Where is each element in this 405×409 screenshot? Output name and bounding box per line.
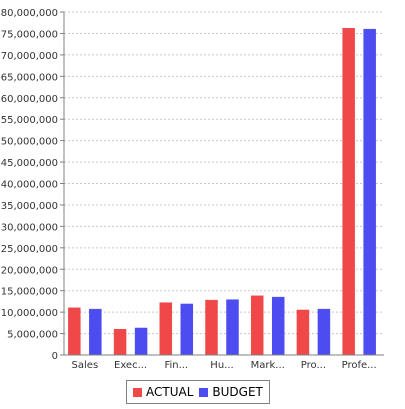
bar-chart: 0 5,000,000 10,000,000 15,000,000 20,000,000… bbox=[1, 8, 384, 371]
x-tick-label: Sales bbox=[72, 360, 99, 371]
y-tick-label: 65,000,000 bbox=[1, 72, 58, 83]
y-tick-label: 60,000,000 bbox=[1, 94, 58, 105]
bar-budget-3 bbox=[226, 299, 239, 356]
y-tick-label: 75,000,000 bbox=[1, 29, 58, 40]
bar-budget-6 bbox=[363, 28, 376, 356]
y-tick-label: 80,000,000 bbox=[1, 8, 58, 19]
y-tick-label: 35,000,000 bbox=[1, 201, 58, 212]
bar-actual-3 bbox=[205, 299, 218, 356]
y-tick-label: 70,000,000 bbox=[1, 51, 58, 62]
x-tick-label: Profe... bbox=[342, 360, 377, 371]
bar-actual-6 bbox=[342, 28, 355, 356]
bar-budget-0 bbox=[89, 308, 102, 356]
bar-budget-4 bbox=[271, 296, 285, 356]
legend-item-budget: BUDGET bbox=[199, 385, 263, 399]
bar-actual-1 bbox=[113, 329, 127, 356]
x-tick-label: Mark... bbox=[251, 360, 285, 371]
x-axis: Sales Exec... Fin... Hu... Mark... Pro... Prof… bbox=[64, 354, 384, 371]
legend-swatch-actual bbox=[133, 387, 142, 397]
bars bbox=[68, 28, 376, 356]
bar-budget-1 bbox=[134, 327, 148, 356]
y-tick-label: 55,000,000 bbox=[1, 115, 58, 126]
y-tick-label: 10,000,000 bbox=[1, 308, 58, 319]
bar-actual-0 bbox=[68, 307, 81, 356]
gridlines bbox=[64, 11, 384, 355]
bar-actual-5 bbox=[296, 309, 310, 356]
x-tick-label: Pro... bbox=[301, 360, 326, 371]
bar-actual-2 bbox=[159, 302, 173, 356]
x-tick-label: Exec... bbox=[114, 360, 147, 371]
y-tick-label: 20,000,000 bbox=[1, 265, 58, 276]
y-tick-label: 30,000,000 bbox=[1, 222, 58, 233]
y-tick-label: 0 bbox=[52, 351, 58, 362]
legend-label-actual: ACTUAL bbox=[146, 385, 194, 399]
y-axis: 0 5,000,000 10,000,000 15,000,000 20,000,000… bbox=[1, 8, 65, 362]
legend: ACTUAL BUDGET bbox=[126, 380, 270, 404]
y-tick-label: 45,000,000 bbox=[1, 158, 58, 169]
y-tick-label: 15,000,000 bbox=[1, 287, 58, 298]
y-tick-label: 40,000,000 bbox=[1, 180, 58, 191]
bar-actual-4 bbox=[250, 295, 264, 356]
legend-swatch-budget bbox=[199, 387, 209, 397]
x-tick-label: Fin... bbox=[164, 360, 188, 371]
bar-budget-2 bbox=[180, 303, 194, 356]
legend-item-actual: ACTUAL bbox=[133, 385, 193, 399]
bar-budget-5 bbox=[317, 308, 331, 356]
y-tick-label: 5,000,000 bbox=[7, 330, 58, 341]
y-tick-label: 50,000,000 bbox=[1, 137, 58, 148]
legend-label-budget: BUDGET bbox=[212, 385, 263, 399]
y-tick-label: 25,000,000 bbox=[1, 244, 58, 255]
x-tick-label: Hu... bbox=[210, 360, 233, 371]
